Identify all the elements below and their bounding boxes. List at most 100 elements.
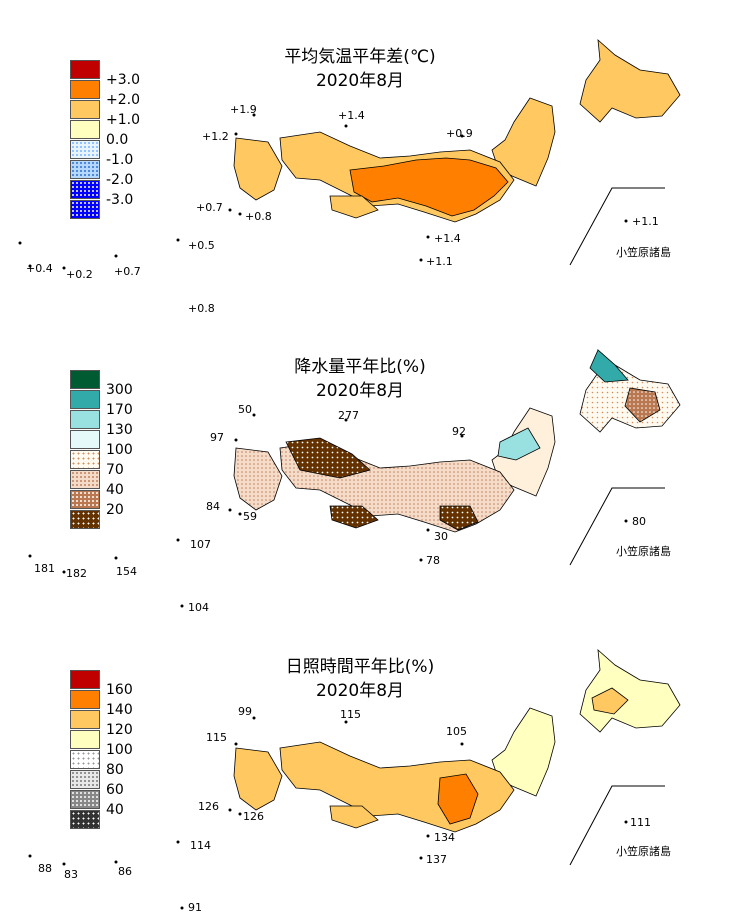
station-value: 91 [188,901,202,914]
station-value: +1.4 [434,232,461,245]
sun-legend-tick: 80 [106,762,124,778]
temp-swatch-6 [70,160,100,179]
kyushu [233,747,283,811]
station-value: 86 [118,865,132,878]
station-value: 111 [630,816,651,829]
station-value: 83 [64,868,78,881]
station-value: 181 [34,562,55,575]
station-value: 104 [188,601,209,614]
precip-swatch-7 [70,490,100,509]
temp-legend-tick: 0.0 [106,132,129,148]
station-value: +0.5 [188,239,215,252]
station-value: 107 [190,538,211,551]
precip-legend-tick: 100 [106,442,133,458]
precip-legend-tick: 130 [106,422,133,438]
ogasawara-label: 小笠原諸島 [616,845,671,858]
precip-legend-tick: 40 [106,482,124,498]
temp-map-title: 平均気温平年差(℃) [284,47,436,67]
station-value: 105 [446,725,467,738]
sun-swatch-5 [70,750,100,769]
shikoku [329,805,379,829]
ogasawara-inset-frame [569,187,665,266]
sun-map-title: 日照時間平年比(%) [285,657,435,677]
station-value: 114 [190,839,211,852]
station-value: 134 [434,831,455,844]
station-value: 115 [340,708,361,721]
precip-legend-tick: 170 [106,402,133,418]
precip-legend-tick: 300 [106,382,133,398]
kyushu [233,447,283,511]
temp-plus2-zone [349,157,509,217]
temp-swatch-3 [70,100,100,119]
station-value: 92 [452,425,466,438]
temp-swatch-4 [70,120,100,139]
temp-legend-tick: -2.0 [106,172,134,188]
hokkaido [579,649,681,733]
station-value: +1.2 [202,130,229,143]
japan-map-sun [28,649,681,910]
ogasawara-inset-frame [569,785,665,866]
sun-legend-tick: 160 [106,682,133,698]
station-value: +1.9 [230,103,257,116]
precip-tohoku-wet [497,427,541,461]
station-value: 84 [206,500,220,513]
hokkaido [579,39,681,123]
precipitation-ratio-map: 降水量平年比(%) 2020年8月 300 170 130 100 70 40 … [0,310,750,614]
sun-kanto-zone [437,773,479,825]
station-value: 80 [632,515,646,528]
precip-legend-tick: 20 [106,502,124,518]
precip-swatch-3 [70,410,100,429]
station-value: 154 [116,565,137,578]
precip-hokkaido-east [624,387,661,423]
ogasawara-inset-frame [569,487,665,566]
station-value: 182 [66,567,87,580]
ogasawara-label: 小笠原諸島 [616,246,671,259]
temp-swatch-2 [70,80,100,99]
ogasawara-label: 小笠原諸島 [616,545,671,558]
temp-legend-tick: +2.0 [106,92,140,108]
japan-map-temp [18,39,681,270]
station-value: 137 [426,853,447,866]
precip-chugoku-dry [285,437,371,479]
station-value: 126 [243,810,264,823]
precip-hokkaido-north [589,349,629,383]
station-value: +1.1 [632,215,659,228]
sun-legend-tick: 120 [106,722,133,738]
sun-swatch-1 [70,670,100,689]
temp-swatch-5 [70,140,100,159]
sun-swatch-7 [70,790,100,809]
precip-legend-tick: 70 [106,462,124,478]
station-value: +0.4 [26,262,53,275]
station-value: 78 [426,554,440,567]
japan-map-precip [28,349,681,608]
sun-swatch-4 [70,730,100,749]
honshu-west [279,741,515,833]
sun-legend-tick: 60 [106,782,124,798]
station-value: +0.7 [114,265,141,278]
station-value: 50 [238,403,252,416]
precip-map-title: 降水量平年比(%) [294,357,426,377]
sun-map-subtitle: 2020年8月 [315,681,405,701]
temp-legend-tick: +3.0 [106,72,140,88]
station-value: 99 [238,705,252,718]
precip-map-subtitle: 2020年8月 [315,381,405,401]
station-value: +0.8 [188,302,215,315]
sunshine-ratio-map: 日照時間平年比(%) 2020年8月 160 140 120 100 80 60… [0,610,750,914]
temp-legend-tick: -1.0 [106,152,134,168]
station-value: 59 [243,510,257,523]
station-value: +0.7 [196,201,223,214]
sun-legend-tick: 40 [106,802,124,818]
temp-map-subtitle: 2020年8月 [315,71,405,91]
station-value: 277 [338,409,359,422]
precip-swatch-5 [70,450,100,469]
temperature-anomaly-map: 平均気温平年差(℃) 2020年8月 +3.0 +2.0 +1.0 0.0 -1… [0,0,750,315]
sun-swatch-8 [70,810,100,829]
sun-swatch-6 [70,770,100,789]
temp-swatch-1 [70,60,100,79]
sun-legend-tick: 140 [106,702,133,718]
station-value: 126 [198,800,219,813]
precip-swatch-4 [70,430,100,449]
sun-hokkaido-central [591,687,629,715]
temp-legend-tick: -3.0 [106,192,134,208]
shikoku [329,195,379,219]
